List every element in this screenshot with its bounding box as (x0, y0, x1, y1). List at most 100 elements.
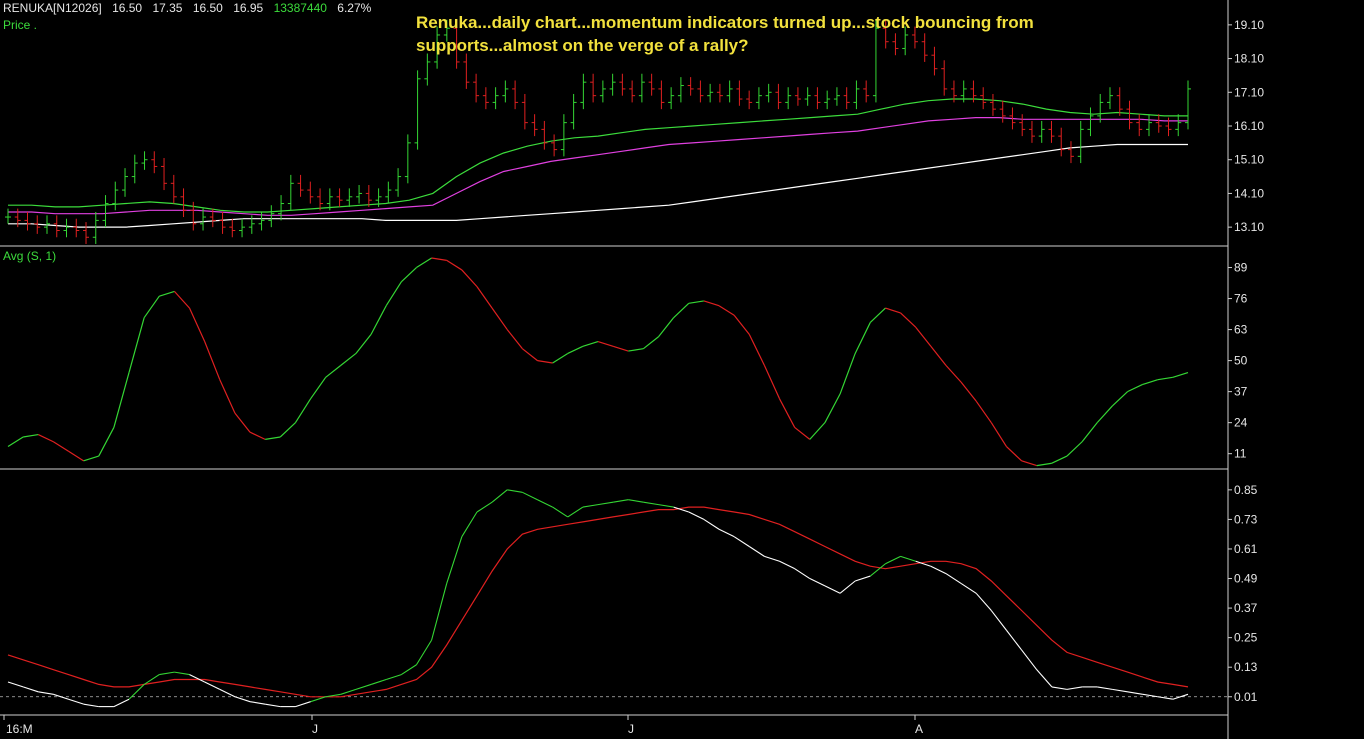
price-bar (960, 80, 967, 103)
price-bar (843, 87, 850, 110)
price-bar (414, 70, 421, 150)
price-bar (239, 218, 246, 238)
stochastic-segment (386, 674, 402, 681)
stochastic-segment (703, 518, 720, 530)
price-bar (1165, 117, 1172, 137)
price-bar (716, 83, 723, 103)
stochastic-segment (265, 703, 281, 708)
oscillator-segment (340, 352, 357, 366)
oscillator-segment (1142, 379, 1158, 386)
stochastic-segment (1051, 686, 1068, 690)
annotation-text: Renuka...daily chart...momentum indicato… (416, 13, 1034, 55)
price-bar (590, 73, 597, 103)
stochastic-segment (249, 701, 266, 705)
price-bar (317, 188, 324, 211)
oscillator-segment (718, 305, 735, 316)
price-bar (658, 80, 665, 110)
price-bar (1087, 107, 1094, 137)
oscillator-segment (128, 317, 145, 373)
stochastic-segment (794, 568, 811, 579)
y-tick-label: 18.10 (1234, 52, 1264, 66)
oscillator-segment (1066, 441, 1083, 457)
price-bar (833, 87, 840, 106)
price-bar (170, 174, 177, 204)
oscillator-segment (173, 291, 190, 309)
oscillator-segment (839, 353, 856, 395)
price-bar (161, 158, 168, 191)
oscillator-segment (219, 379, 236, 414)
oscillator-segment (310, 376, 327, 400)
price-bar (629, 80, 636, 103)
price-bar (424, 53, 431, 86)
stochastic-segment (431, 583, 448, 641)
price-bar (755, 87, 762, 110)
stochastic-segment (1157, 696, 1173, 700)
stochastic-segment (476, 501, 493, 513)
oscillator-panel (7, 257, 1189, 467)
y-tick-label: 89 (1234, 261, 1248, 275)
y-tick-label: 0.61 (1234, 542, 1258, 556)
stochastic-segment (204, 681, 221, 690)
stochastic-segment (688, 511, 705, 520)
y-tick-label: 19.10 (1234, 18, 1264, 32)
oscillator-segment (476, 286, 493, 309)
oscillator-segment (461, 269, 478, 288)
stochastic-segment (658, 504, 674, 508)
price-bar (219, 211, 226, 234)
price-bar (326, 188, 333, 211)
stochastic-segment (1036, 669, 1053, 688)
price-bar (941, 60, 948, 96)
oscillator-segment (824, 393, 841, 423)
price-bar (5, 208, 11, 224)
x-tick-label: A (915, 722, 923, 736)
price-bar (112, 181, 119, 211)
oscillator-segment (779, 398, 796, 428)
price-bar (551, 134, 558, 157)
y-tick-label: 13.10 (1234, 220, 1264, 234)
price-bar (336, 188, 343, 207)
moving-average-line (8, 116, 1188, 216)
y-tick-label: 76 (1234, 292, 1248, 306)
y-tick-label: 14.10 (1234, 186, 1264, 200)
stochastic-segment (1142, 693, 1158, 698)
stochastic-segment (628, 499, 644, 503)
price-bar (648, 73, 655, 96)
stochastic-segment (733, 536, 750, 547)
oscillator-segment (552, 352, 569, 364)
price-bar (141, 151, 148, 170)
y-tick-label: 11 (1234, 447, 1247, 461)
price-bar (804, 87, 811, 106)
oscillator-segment (794, 426, 811, 440)
y-tick-label: 0.01 (1234, 690, 1258, 704)
stochastic-segment (885, 555, 901, 565)
price-bar (570, 93, 577, 130)
stochastic-segment (522, 491, 538, 501)
oscillator-segment (370, 305, 387, 335)
price-bar (726, 80, 733, 103)
price-bar (346, 188, 353, 207)
stochastic-segment (582, 504, 599, 508)
oscillator-segment (506, 329, 523, 350)
price-bar (1067, 141, 1074, 164)
stochastic-segment (824, 585, 841, 594)
stochastic-segment (643, 501, 659, 506)
stochastic-segment (567, 506, 584, 518)
price-bar (1097, 93, 1104, 123)
price-bar (1048, 120, 1055, 143)
stochastic-segment (1097, 686, 1113, 690)
stochastic-segment (446, 536, 463, 584)
price-bar (668, 87, 675, 110)
oscillator-segment (188, 307, 206, 342)
y-tick-label: 0.37 (1234, 601, 1258, 615)
header-quote: RENUKA[N12026] 16.50 17.35 16.50 16.95 1… (3, 1, 378, 15)
stochastic-segment (355, 683, 372, 690)
oscillator-segment (1157, 376, 1173, 381)
oscillator-segment (597, 340, 614, 347)
y-tick-label: 17.10 (1234, 85, 1264, 99)
price-bar (102, 195, 109, 228)
oscillator-segment (113, 372, 130, 428)
oscillator-segment (945, 364, 962, 383)
oscillator-segment (537, 360, 553, 364)
y-tick-label: 0.13 (1234, 660, 1258, 674)
stochastic-segment (461, 511, 478, 537)
